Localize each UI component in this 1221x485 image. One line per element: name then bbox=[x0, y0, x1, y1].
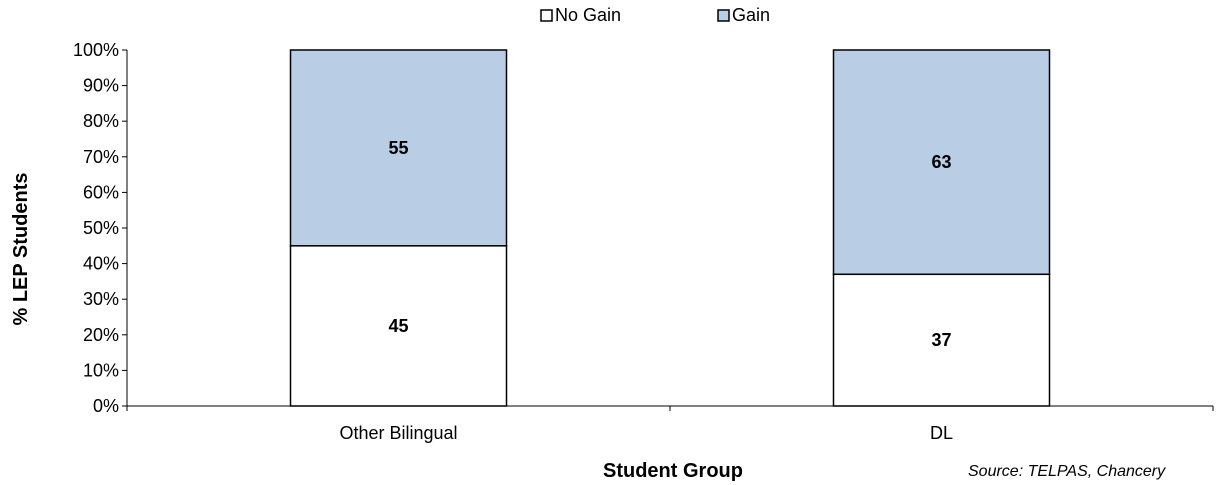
y-tick-label: 40% bbox=[83, 254, 119, 274]
source-note: Source: TELPAS, Chancery bbox=[968, 463, 1166, 480]
y-tick-label: 60% bbox=[83, 182, 119, 202]
x-tick-label: DL bbox=[930, 423, 953, 443]
data-label: 45 bbox=[388, 316, 408, 336]
data-label: 63 bbox=[931, 152, 951, 172]
y-axis-title: % LEP Students bbox=[10, 173, 32, 326]
legend: No Gain Gain bbox=[540, 5, 770, 25]
legend-swatch bbox=[717, 9, 730, 22]
x-axis: Other Bilingual DL bbox=[126, 405, 1214, 443]
bar-segment bbox=[289, 245, 508, 407]
x-tick-label: Other Bilingual bbox=[339, 423, 457, 443]
y-tick-label: 50% bbox=[83, 218, 119, 238]
y-tick-label: 90% bbox=[83, 76, 119, 96]
y-tick-label: 10% bbox=[83, 360, 119, 380]
y-tick-label: 30% bbox=[83, 289, 119, 309]
bar-segment bbox=[832, 49, 1051, 276]
legend-label: No Gain bbox=[555, 5, 621, 25]
data-label: 37 bbox=[931, 330, 951, 350]
bars: 45 55 37 63 bbox=[289, 49, 1051, 407]
y-tick-label: 100% bbox=[73, 40, 119, 60]
y-tick-label: 70% bbox=[83, 147, 119, 167]
bar-segment bbox=[289, 49, 508, 247]
legend-swatch bbox=[540, 9, 553, 22]
y-tick-label: 80% bbox=[83, 111, 119, 131]
y-axis: 0% 10% 20% 30% 40% 50% 60% 70% 80% 90% 100% bbox=[73, 40, 128, 416]
legend-label: Gain bbox=[732, 5, 770, 25]
data-label: 55 bbox=[388, 138, 408, 158]
x-axis-title: Student Group bbox=[603, 460, 743, 482]
y-tick-label: 20% bbox=[83, 325, 119, 345]
y-tick-label: 0% bbox=[93, 396, 119, 416]
